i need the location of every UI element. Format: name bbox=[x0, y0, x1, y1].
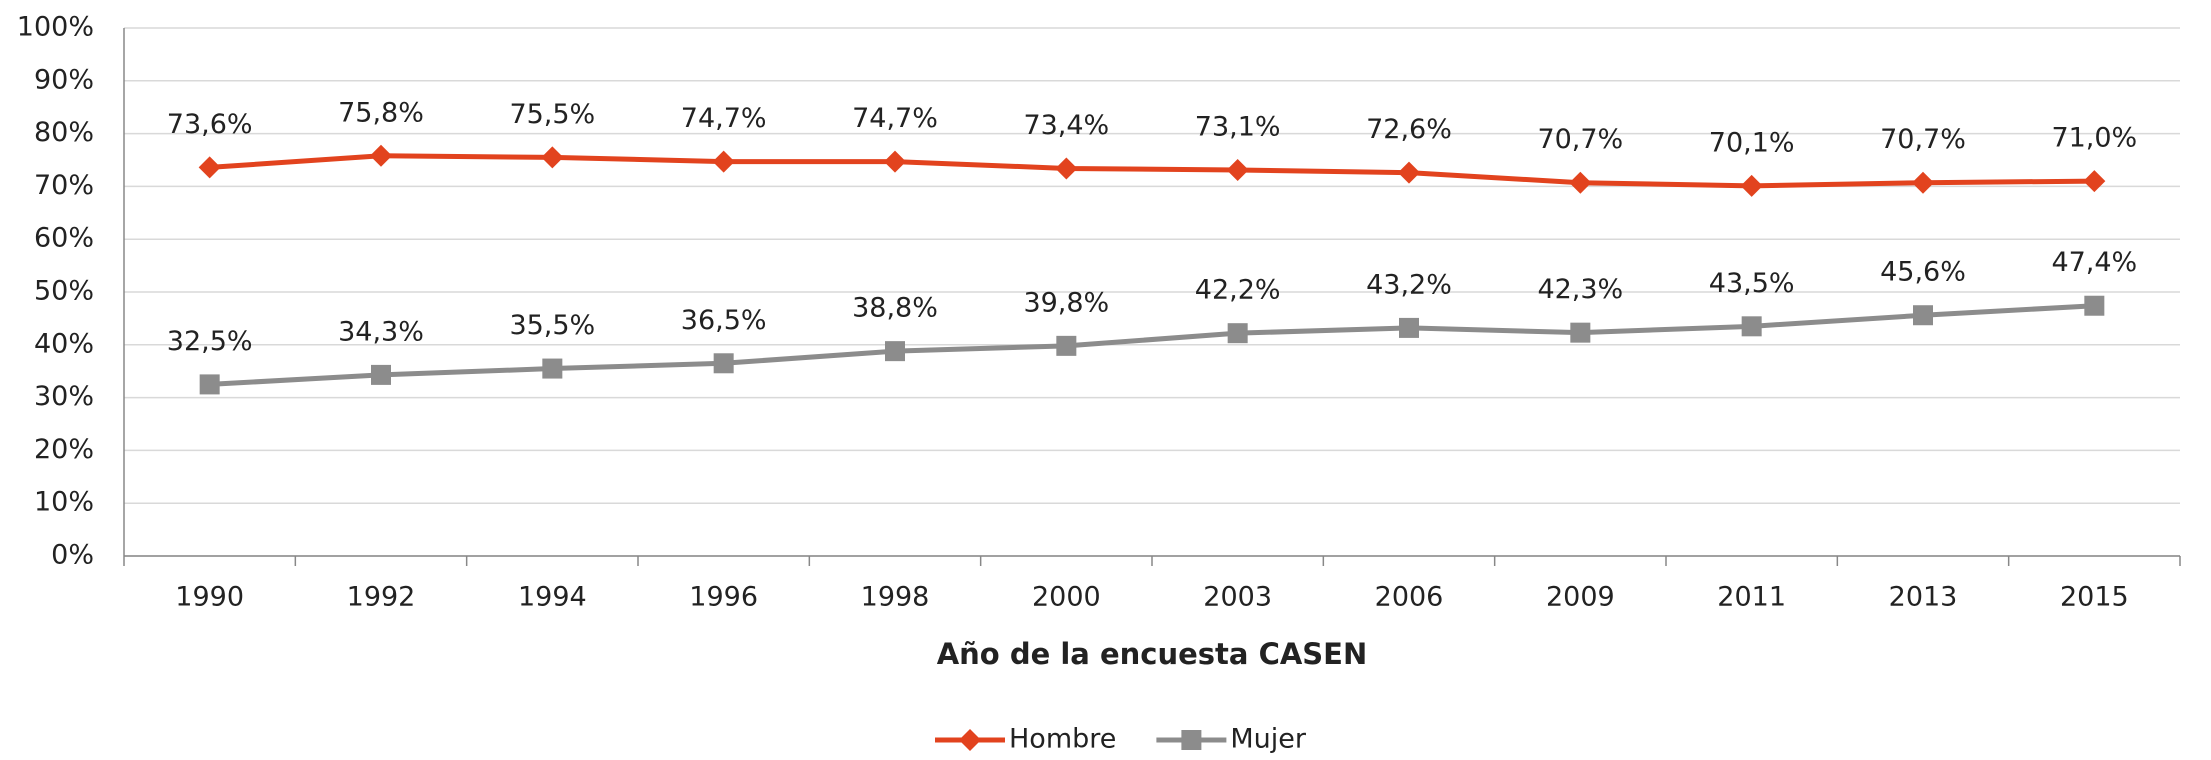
data-point bbox=[713, 353, 734, 374]
value-label: 74,7% bbox=[852, 103, 938, 134]
value-label: 43,5% bbox=[1709, 268, 1795, 299]
data-point bbox=[1912, 171, 1934, 194]
value-label: 70,7% bbox=[1537, 124, 1623, 155]
x-axis-title: Año de la encuesta CASEN bbox=[937, 637, 1368, 671]
x-tick-label: 2003 bbox=[1203, 582, 1272, 613]
legend-marker bbox=[1181, 730, 1202, 750]
y-tick-label: 70% bbox=[34, 170, 94, 201]
value-label: 74,7% bbox=[681, 103, 767, 134]
y-tick-label: 50% bbox=[34, 276, 94, 307]
value-label: 34,3% bbox=[338, 316, 424, 347]
x-tick-label: 1994 bbox=[518, 582, 587, 613]
x-tick-label: 2015 bbox=[2060, 582, 2129, 613]
value-label: 73,1% bbox=[1195, 112, 1281, 143]
data-point bbox=[1569, 171, 1592, 194]
y-tick-label: 60% bbox=[34, 223, 94, 254]
y-tick-label: 20% bbox=[34, 434, 94, 465]
data-point bbox=[712, 150, 735, 173]
data-point bbox=[370, 144, 392, 167]
value-label: 32,5% bbox=[167, 326, 253, 357]
x-tick-label: 1996 bbox=[689, 582, 758, 613]
x-tick-label: 1992 bbox=[347, 582, 416, 613]
x-tick-label: 1990 bbox=[175, 582, 244, 613]
y-tick-label: 10% bbox=[34, 487, 94, 518]
data-point bbox=[199, 374, 220, 395]
data-point bbox=[884, 150, 906, 173]
data-point bbox=[2083, 170, 2106, 193]
legend-label: Hombre bbox=[1009, 724, 1116, 755]
data-point bbox=[1741, 316, 1762, 337]
x-tick-label: 2013 bbox=[1889, 582, 1958, 613]
x-tick-label: 2000 bbox=[1032, 582, 1101, 613]
value-label: 70,1% bbox=[1709, 127, 1795, 158]
y-tick-label: 30% bbox=[34, 381, 94, 412]
value-label: 38,8% bbox=[852, 293, 938, 324]
data-point bbox=[198, 156, 221, 179]
data-point bbox=[1398, 161, 1420, 184]
value-label: 39,8% bbox=[1023, 287, 1109, 318]
value-label: 43,2% bbox=[1366, 269, 1452, 300]
value-label: 45,6% bbox=[1880, 257, 1966, 288]
value-label: 75,8% bbox=[338, 97, 424, 128]
x-tick-label: 2006 bbox=[1375, 582, 1444, 613]
value-label: 42,3% bbox=[1537, 274, 1623, 305]
value-label: 36,5% bbox=[681, 305, 767, 336]
data-point bbox=[1399, 317, 1419, 338]
legend-marker bbox=[959, 729, 981, 751]
legend-label: Mujer bbox=[1230, 724, 1307, 755]
y-tick-label: 0% bbox=[51, 540, 94, 571]
value-label: 75,5% bbox=[509, 99, 595, 130]
value-label: 70,7% bbox=[1880, 124, 1966, 155]
data-point bbox=[1913, 305, 1933, 326]
x-tick-label: 1998 bbox=[861, 582, 930, 613]
data-point bbox=[1740, 174, 1763, 197]
value-label: 71,0% bbox=[2051, 123, 2137, 154]
data-point bbox=[885, 341, 905, 362]
value-label: 47,4% bbox=[2051, 247, 2137, 278]
data-point bbox=[1055, 157, 1078, 180]
data-point bbox=[2084, 295, 2105, 316]
x-tick-label: 2011 bbox=[1717, 582, 1786, 613]
series-line bbox=[209, 303, 2095, 387]
data-point bbox=[541, 146, 564, 169]
x-tick-label: 2009 bbox=[1546, 582, 1615, 613]
value-label: 72,6% bbox=[1366, 114, 1452, 145]
data-point bbox=[1226, 159, 1249, 182]
data-point bbox=[1056, 335, 1077, 356]
y-tick-label: 40% bbox=[34, 328, 94, 359]
value-label: 35,5% bbox=[509, 310, 595, 341]
data-point bbox=[1227, 323, 1248, 344]
y-tick-label: 90% bbox=[34, 64, 94, 95]
data-point bbox=[371, 364, 391, 385]
value-label: 42,2% bbox=[1195, 275, 1281, 306]
value-label: 73,4% bbox=[1023, 110, 1109, 141]
data-point bbox=[1570, 322, 1591, 343]
series-line bbox=[209, 153, 2095, 189]
y-tick-label: 100% bbox=[17, 12, 94, 43]
data-point bbox=[542, 358, 563, 379]
value-label: 73,6% bbox=[167, 109, 253, 140]
y-tick-label: 80% bbox=[34, 117, 94, 148]
